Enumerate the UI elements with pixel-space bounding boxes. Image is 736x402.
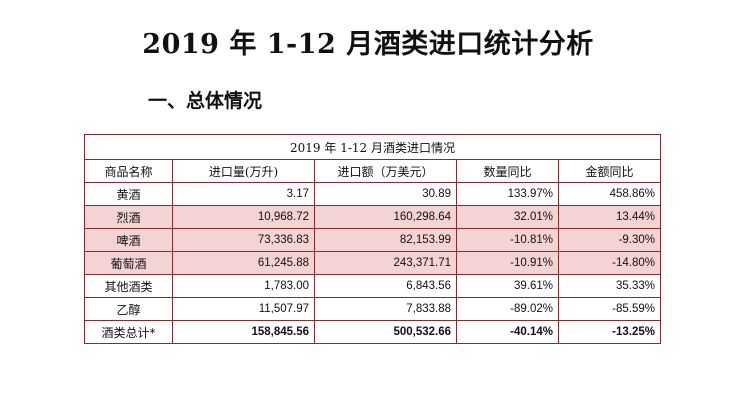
- quantity-yoy-cell: -10.81%: [456, 228, 559, 252]
- amount-yoy-cell: -13.25%: [557, 320, 662, 344]
- import-volume-cell: 3.17: [172, 182, 315, 206]
- table-body: 黄酒 3.17 30.89 133.97% 458.86% 烈酒 10,968.72 160,…: [84, 182, 662, 344]
- import-volume-cell: 73,336.83: [172, 228, 315, 252]
- import-volume-cell: 61,245.88: [172, 251, 315, 275]
- table-header-row: 商品名称 进口量(万升) 进口额（万美元） 数量同比 金额同比: [84, 159, 662, 183]
- quantity-yoy-cell: 32.01%: [456, 205, 559, 229]
- table-caption: 2019 年 1-12 月酒类进口情况: [83, 134, 662, 160]
- header-import-value: 进口额（万美元）: [314, 159, 457, 183]
- import-volume-cell: 158,845.56: [172, 320, 315, 344]
- quantity-yoy-cell: 133.97%: [456, 182, 559, 206]
- product-name-cell: 酒类总计*: [84, 320, 173, 344]
- product-name-cell: 葡萄酒: [84, 251, 173, 275]
- product-name-cell: 烈酒: [84, 205, 173, 229]
- amount-yoy-cell: 458.86%: [557, 182, 662, 206]
- table-row: 葡萄酒 61,245.88 243,371.71 -10.91% -14.80%: [84, 251, 662, 275]
- table-row: 啤酒 73,336.83 82,153.99 -10.81% -9.30%: [84, 228, 662, 252]
- product-name-cell: 乙醇: [84, 297, 173, 321]
- import-value-cell: 82,153.99: [314, 228, 457, 252]
- import-volume-cell: 1,783.00: [172, 274, 315, 298]
- import-table: 2019 年 1-12 月酒类进口情况 商品名称 进口量(万升) 进口额（万美元…: [83, 134, 662, 344]
- header-amount-yoy: 金额同比: [557, 159, 662, 183]
- product-name-cell: 其他酒类: [84, 274, 173, 298]
- quantity-yoy-cell: -40.14%: [456, 320, 559, 344]
- product-name-cell: 黄酒: [84, 182, 173, 206]
- amount-yoy-cell: -9.30%: [557, 228, 662, 252]
- table-row: 其他酒类 1,783.00 6,843.56 39.61% 35.33%: [84, 274, 662, 298]
- import-value-cell: 6,843.56: [314, 274, 457, 298]
- table-row: 烈酒 10,968.72 160,298.64 32.01% 13.44%: [84, 205, 662, 229]
- table-row: 乙醇 11,507.97 7,833.88 -89.02% -85.59%: [84, 297, 662, 321]
- import-value-cell: 160,298.64: [314, 205, 457, 229]
- header-product-name: 商品名称: [84, 159, 173, 183]
- amount-yoy-cell: -14.80%: [557, 251, 662, 275]
- quantity-yoy-cell: -89.02%: [456, 297, 559, 321]
- quantity-yoy-cell: 39.61%: [456, 274, 559, 298]
- header-import-volume: 进口量(万升): [172, 159, 315, 183]
- import-value-cell: 243,371.71: [314, 251, 457, 275]
- table-row: 黄酒 3.17 30.89 133.97% 458.86%: [84, 182, 662, 206]
- amount-yoy-cell: 35.33%: [557, 274, 662, 298]
- import-volume-cell: 10,968.72: [172, 205, 315, 229]
- import-value-cell: 500,532.66: [314, 320, 457, 344]
- section-heading: 一、总体情况: [148, 90, 263, 112]
- amount-yoy-cell: -85.59%: [557, 297, 662, 321]
- amount-yoy-cell: 13.44%: [557, 205, 662, 229]
- import-table-container: 2019 年 1-12 月酒类进口情况 商品名称 进口量(万升) 进口额（万美元…: [83, 134, 662, 344]
- quantity-yoy-cell: -10.91%: [456, 251, 559, 275]
- document-title: 2019 年 1-12 月酒类进口统计分析: [142, 29, 594, 60]
- product-name-cell: 啤酒: [84, 228, 173, 252]
- import-volume-cell: 11,507.97: [172, 297, 315, 321]
- import-value-cell: 30.89: [314, 182, 457, 206]
- import-value-cell: 7,833.88: [314, 297, 457, 321]
- table-total-row: 酒类总计* 158,845.56 500,532.66 -40.14% -13.25%: [84, 320, 662, 344]
- header-quantity-yoy: 数量同比: [456, 159, 559, 183]
